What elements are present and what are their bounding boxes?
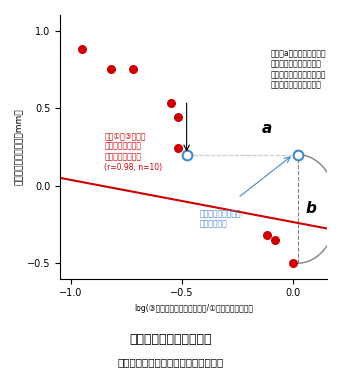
Text: 直場でaに相当する圧密歴
を受けていることを考慮
すると本来はここにプロッ
トされるべきと考える。: 直場でaに相当する圧密歴 を受けていることを考慮 すると本来はここにプロッ トさ…: [271, 49, 327, 89]
Point: [175, 146, 181, 152]
Point: [79, 46, 85, 52]
Point: [273, 237, 278, 243]
Point: [108, 66, 114, 72]
Text: 圧密操作を加えてい
ない未知試料: 圧密操作を加えてい ない未知試料: [200, 209, 241, 228]
Text: （用いたデータは連作水田の実測値）: （用いたデータは連作水田の実測値）: [118, 357, 224, 367]
Text: 図３砕土性測定の考え方: 図３砕土性測定の考え方: [130, 333, 212, 346]
Point: [175, 114, 181, 120]
X-axis label: log(③でのせん断破壊時の応力/①で圧密時の応力）: log(③でのせん断破壊時の応力/①で圧密時の応力）: [134, 304, 253, 313]
Text: 操作①〜③の人為
的な圧密履歴から
得られた較正直線
(r=0.98, n=10): 操作①〜③の人為 的な圧密履歴から 得られた較正直線 (r=0.98, n=10…: [104, 131, 162, 172]
Y-axis label: せん断時の高さ変化（mm）: せん断時の高さ変化（mm）: [15, 109, 24, 185]
Point: [184, 152, 189, 158]
Point: [264, 232, 269, 238]
Text: a: a: [262, 121, 272, 136]
Point: [131, 66, 136, 72]
Point: [291, 260, 296, 266]
Point: [168, 100, 174, 106]
Text: b: b: [306, 201, 316, 216]
